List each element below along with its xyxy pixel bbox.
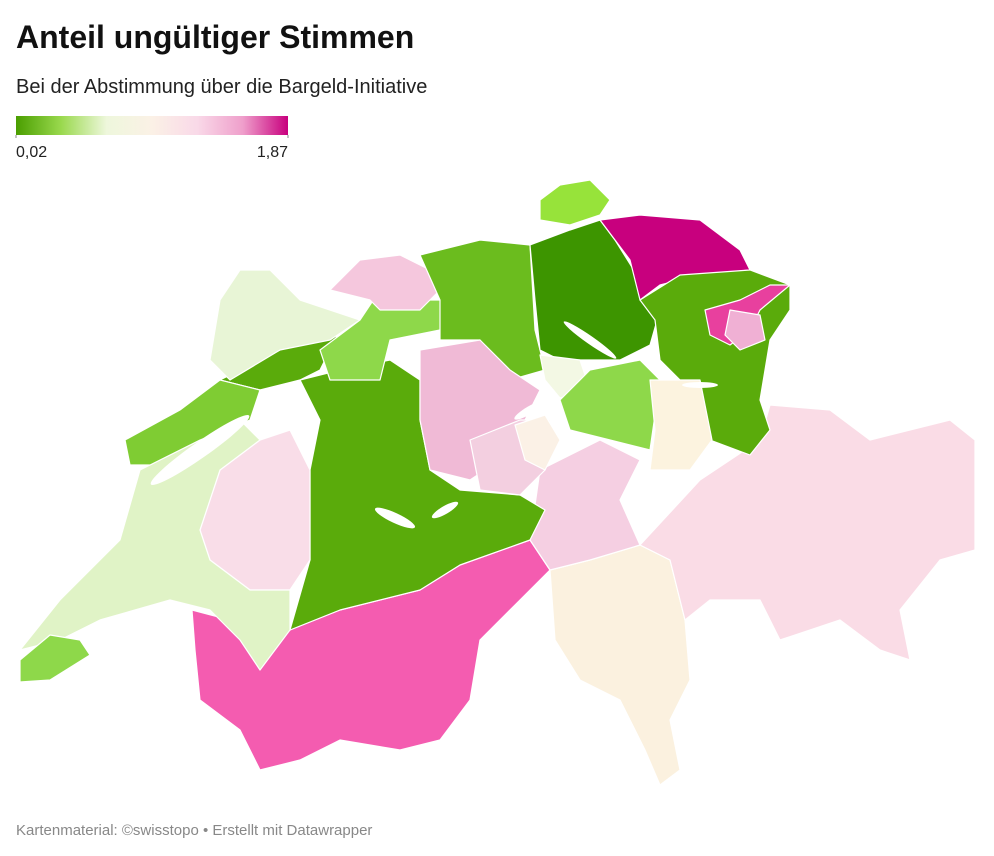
canton	[514, 414, 561, 471]
legend-label: 0,02	[16, 144, 47, 161]
lake	[150, 414, 250, 486]
lake	[431, 501, 459, 519]
canton	[539, 179, 611, 226]
legend: 0,02 1,87	[15, 116, 289, 161]
lake	[265, 383, 285, 407]
map	[19, 179, 976, 786]
canton	[529, 219, 661, 361]
canton	[549, 544, 691, 786]
canton	[649, 379, 713, 471]
legend-label: 1,87	[257, 144, 288, 161]
canton	[639, 404, 976, 661]
lake	[682, 382, 718, 388]
canton	[19, 634, 91, 683]
canton	[529, 439, 641, 571]
title: Anteil ungültiger Stimmen	[16, 19, 414, 55]
lake	[374, 507, 416, 529]
lake	[514, 400, 546, 420]
canton	[559, 359, 661, 451]
lake	[563, 321, 617, 359]
subtitle: Bei der Abstimmung über die Bargeld-Init…	[16, 76, 427, 98]
canton	[419, 239, 546, 381]
canton	[124, 379, 261, 466]
legend-gradient	[16, 116, 288, 135]
canton	[724, 309, 766, 351]
footer: Kartenmaterial: ©swisstopo • Erstellt mi…	[16, 822, 372, 839]
canton	[209, 269, 361, 381]
